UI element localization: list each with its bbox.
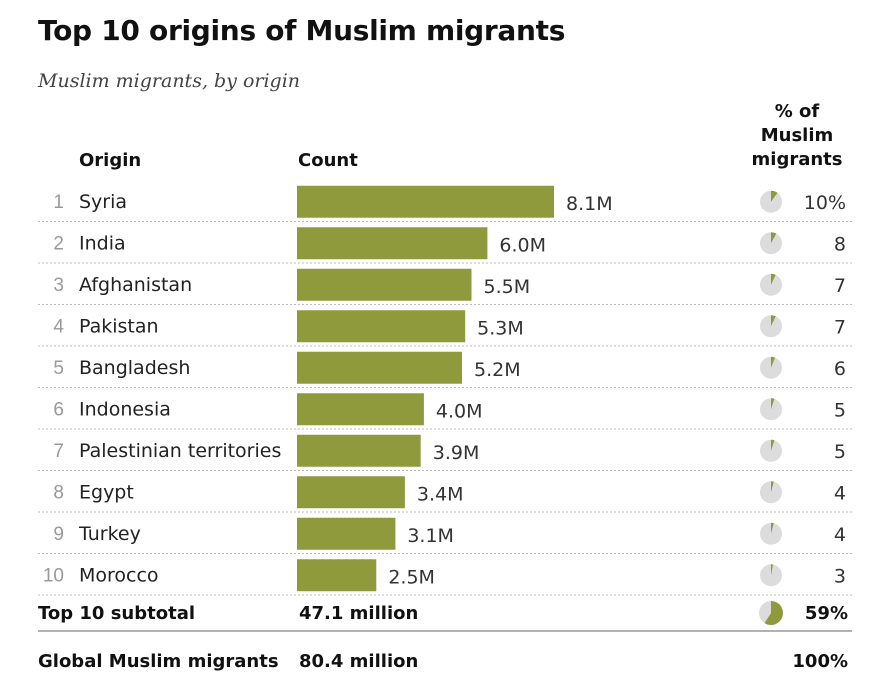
bar [297, 517, 396, 550]
bar [297, 351, 462, 384]
percent-label: 7 [834, 275, 846, 297]
percent-label: 7 [834, 316, 846, 338]
rank-number: 5 [53, 358, 64, 379]
percent-pie-slice [771, 398, 775, 410]
bar-value-label: 4.0M [436, 400, 483, 422]
origin-label: Indonesia [79, 398, 171, 420]
percent-column-header: % of Muslim migrants [742, 100, 852, 172]
percent-label: 5 [834, 441, 846, 463]
rank-number: 10 [43, 565, 64, 586]
bar-value-label: 3.1M [407, 525, 454, 547]
percent-pie-slice [771, 522, 774, 534]
origin-label: Pakistan [79, 315, 159, 337]
count-column-header: Count [298, 150, 358, 171]
bar-value-label: 5.5M [484, 276, 531, 298]
percent-header-line-2: Muslim [760, 125, 834, 146]
percent-label: 3 [834, 565, 846, 587]
chart-subtitle: Muslim migrants, by origin [38, 70, 301, 92]
subtotal-label: Top 10 subtotal [38, 603, 195, 624]
bar [297, 476, 405, 509]
percent-pie-slice [771, 190, 778, 202]
subtotal-count: 47.1 million [299, 603, 418, 624]
bar-value-label: 6.0M [499, 234, 546, 256]
percent-label: 5 [834, 399, 846, 421]
origin-label: Syria [79, 191, 127, 213]
origin-label: India [79, 232, 126, 254]
total-percent: 100% [792, 651, 848, 672]
rank-number: 1 [53, 192, 64, 213]
bar [297, 434, 421, 467]
origin-label: Egypt [79, 481, 134, 503]
origin-label: Bangladesh [79, 357, 190, 379]
bar [297, 559, 377, 592]
bar-value-label: 3.4M [417, 483, 464, 505]
percent-label: 4 [834, 482, 846, 504]
rank-number: 7 [53, 441, 64, 462]
percent-label: 8 [834, 233, 846, 255]
percent-pie-slice [771, 481, 774, 493]
percent-pie-slice [771, 356, 776, 368]
percent-label: 4 [834, 524, 846, 546]
origin-label: Turkey [78, 523, 141, 545]
percent-pie-slice [771, 315, 776, 327]
rank-number: 3 [53, 275, 64, 296]
origin-label: Afghanistan [79, 274, 192, 296]
origin-label: Morocco [79, 564, 159, 586]
percent-label: 10% [804, 192, 846, 214]
bar [297, 268, 472, 301]
percent-pie-slice [771, 273, 776, 285]
bar [297, 185, 554, 218]
percent-label: 6 [834, 358, 846, 380]
percent-pie-slice [771, 439, 775, 451]
percent-header-line-1: % of [774, 101, 820, 122]
rank-number: 4 [53, 316, 64, 337]
bar-value-label: 5.3M [477, 317, 524, 339]
percent-pie-slice [771, 564, 774, 576]
percent-pie-slice [771, 232, 777, 244]
bar-value-label: 5.2M [474, 359, 521, 381]
chart-title: Top 10 origins of Muslim migrants [38, 14, 566, 47]
subtotal-pie-slice [764, 601, 784, 625]
rank-number: 2 [53, 233, 64, 254]
total-count: 80.4 million [299, 651, 418, 672]
bar [297, 227, 488, 260]
rank-number: 6 [53, 399, 64, 420]
percent-header-line-3: migrants [751, 149, 843, 170]
total-label: Global Muslim migrants [38, 651, 279, 672]
rank-number: 9 [53, 524, 64, 545]
origin-label: Palestinian territories [79, 440, 281, 462]
rank-number: 8 [53, 482, 64, 503]
subtotal-percent: 59% [805, 603, 848, 624]
bar [297, 310, 466, 343]
bar-value-label: 8.1M [566, 193, 613, 215]
bar-value-label: 2.5M [388, 566, 435, 588]
bar [297, 393, 424, 426]
origin-column-header: Origin [79, 150, 142, 171]
bar-value-label: 3.9M [433, 442, 480, 464]
